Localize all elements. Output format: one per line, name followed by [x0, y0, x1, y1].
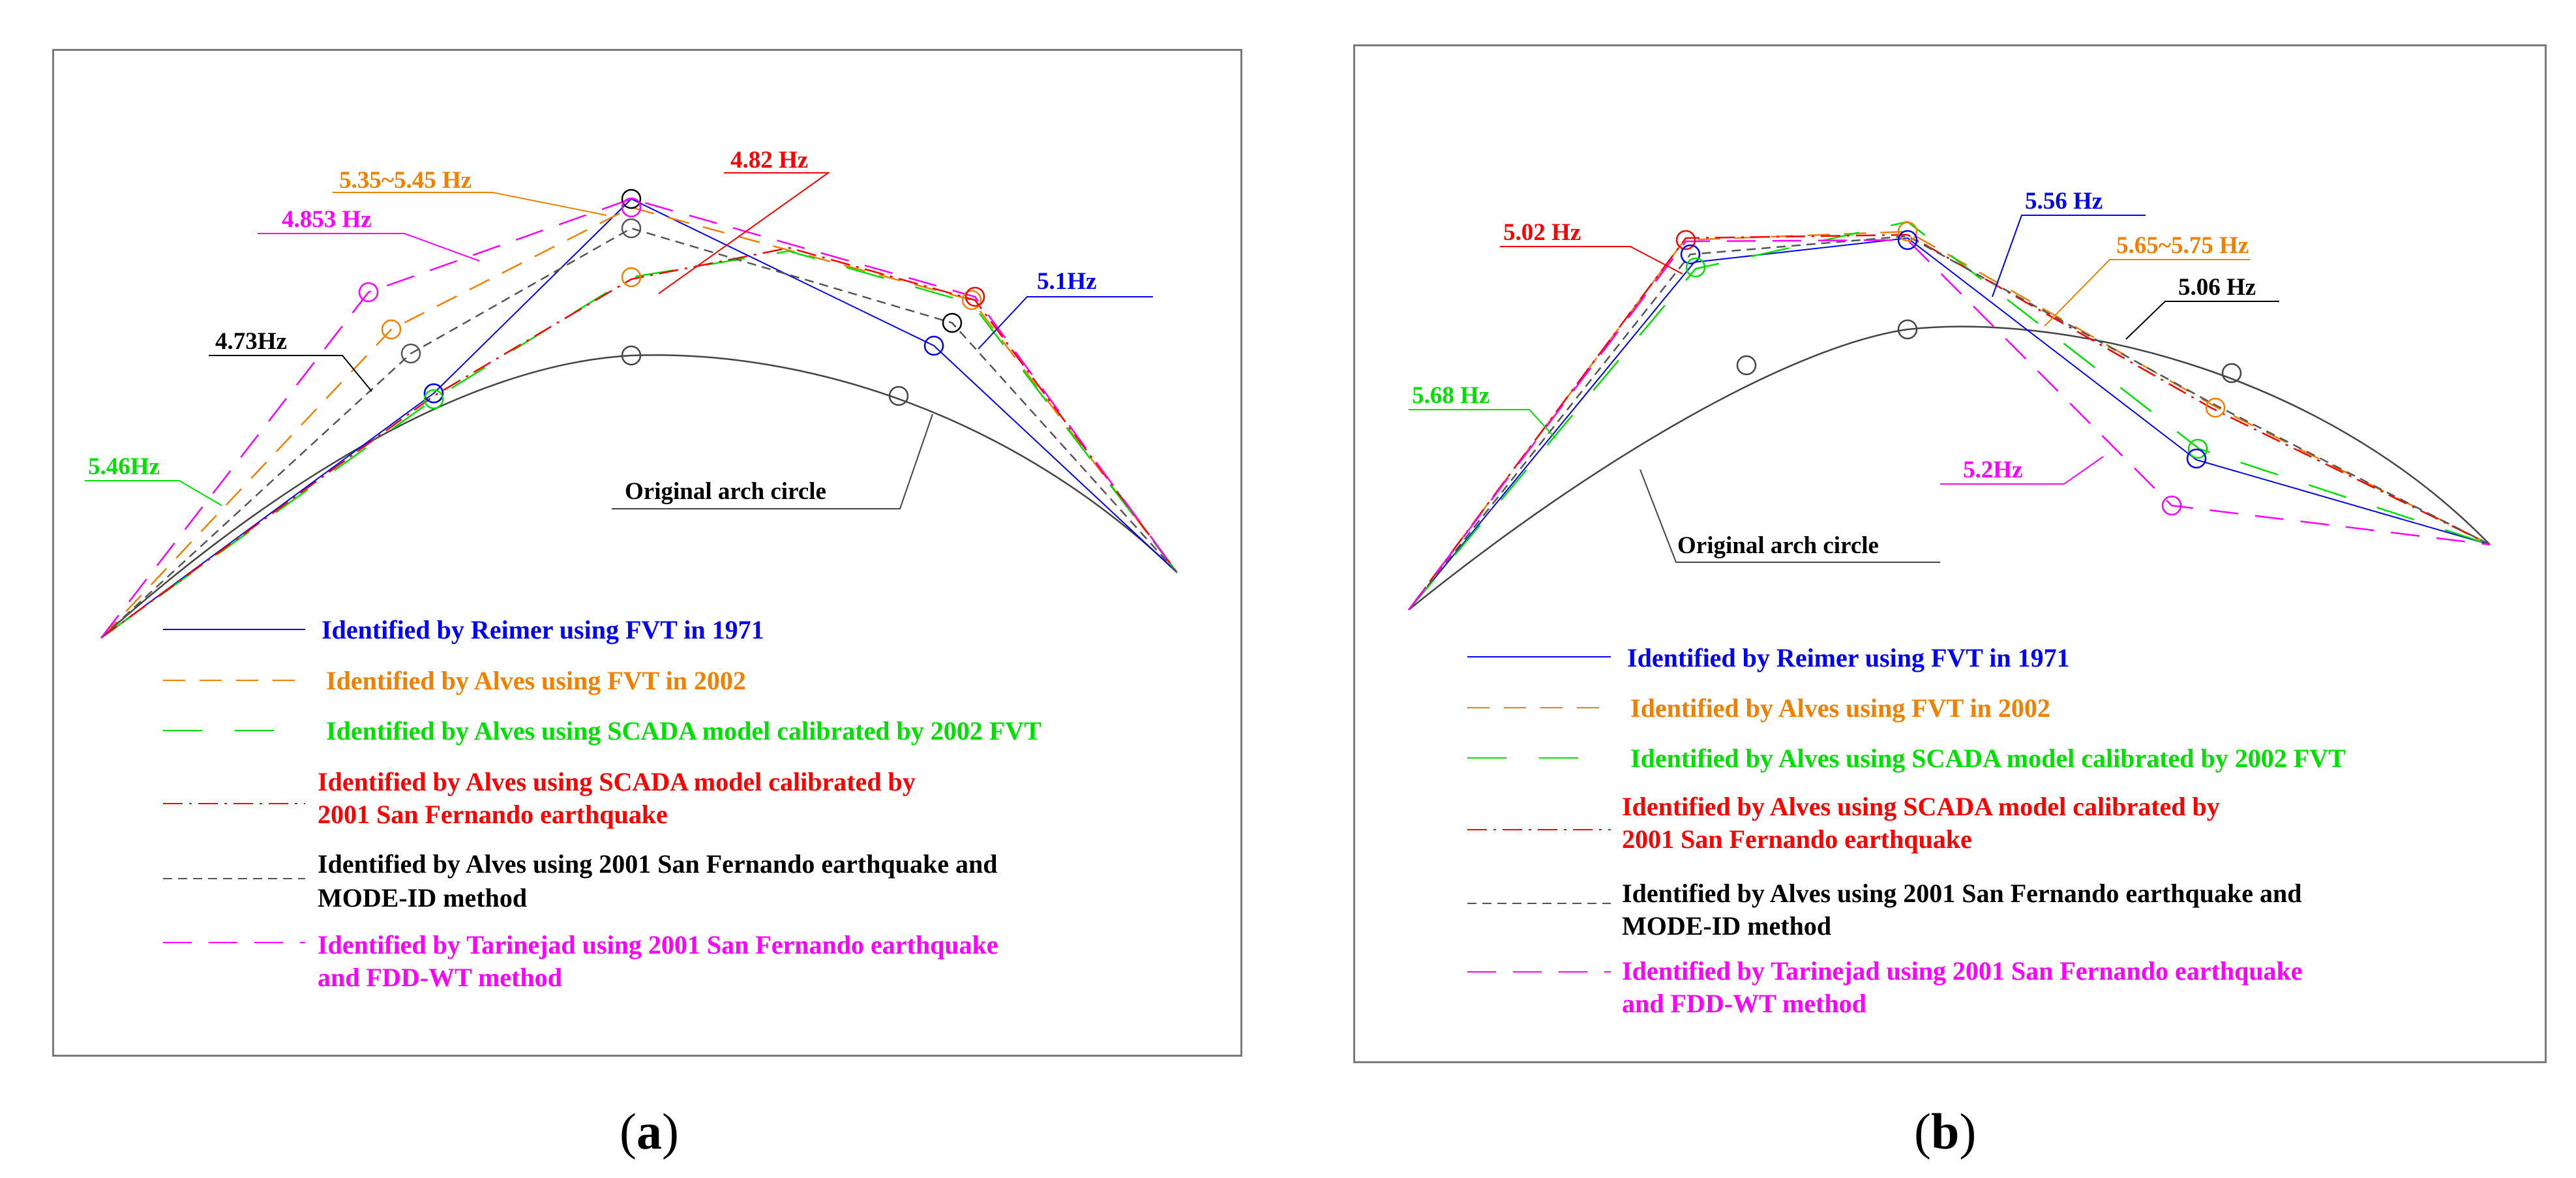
mode-line-alves-scada-eq-b — [1407, 234, 2491, 611]
arch-label-b: Original arch circle — [1677, 532, 1879, 559]
legend-text-tarinejad-a-line1: Identified by Tarinejad using 2001 San F… — [318, 930, 998, 959]
arch-label-a: Original arch circle — [625, 478, 826, 505]
mode-line-alves-scada-eq-a — [100, 247, 1178, 639]
legend-text-alves-scada-fvt-b: Identified by Alves using SCADA model ca… — [1630, 744, 2346, 773]
legend-text-alves-scada-fvt-a: Identified by Alves using SCADA model ca… — [326, 716, 1041, 746]
legend-text-alves-scada-eq-a-line1: Identified by Alves using SCADA model ca… — [318, 767, 916, 796]
legend-text-alves-modeid-b-line2: MODE-ID method — [1622, 911, 1831, 941]
freq-label-alves-scada-eq-a: 4.82 Hz — [730, 147, 808, 174]
legend-text-alves-fvt-b: Identified by Alves using FVT in 2002 — [1630, 693, 2050, 723]
panel-a-frame — [52, 49, 1242, 1057]
arch-markers-b — [1736, 319, 2242, 384]
freq-label-alves-scada-fvt-a: 5.46Hz — [88, 453, 160, 480]
leaders-b — [1409, 215, 2279, 563]
caption-a-letter: a — [636, 1103, 662, 1160]
panel-b-diagram: 5.02 Hz 5.56 Hz 5.65~5.75 Hz 5.06 Hz 5.6… — [1407, 188, 2491, 1018]
legend-b: Identified by Reimer using FVT in 1971 I… — [1467, 643, 2346, 1018]
freq-label-alves-scada-eq-b: 5.02 Hz — [1503, 219, 1581, 246]
legend-text-tarinejad-b-line2: and FDD-WT method — [1622, 989, 1866, 1018]
panel-a-diagram: 5.35~5.45 Hz 4.82 Hz 4.853 Hz 5.1Hz 4.73… — [85, 147, 1178, 992]
caption-b-letter: b — [1930, 1103, 1960, 1160]
legend-text-alves-scada-eq-a-line2: 2001 San Fernando earthquake — [318, 800, 668, 829]
caption-b: (b) — [1914, 1103, 1977, 1160]
legend-text-alves-scada-eq-b-line1: Identified by Alves using SCADA model ca… — [1622, 792, 2220, 821]
legend-text-alves-fvt-a: Identified by Alves using FVT in 2002 — [326, 666, 746, 695]
mode-line-tarinejad-b — [1408, 239, 2491, 611]
arch-circle-b — [1408, 325, 2491, 611]
legend-text-reimer-a: Identified by Reimer using FVT in 1971 — [322, 615, 764, 644]
panel-b-frame — [1353, 44, 2547, 1063]
freq-label-reimer-a: 5.1Hz — [1037, 268, 1096, 295]
legend-a: Identified by Reimer using FVT in 1971 I… — [163, 615, 1041, 992]
freq-label-alves-fvt-b: 5.65~5.75 Hz — [2116, 232, 2249, 259]
freq-label-tarinejad-b: 5.2Hz — [1963, 457, 2022, 483]
mode-line-reimer-a — [100, 198, 1178, 639]
legend-text-tarinejad-b-line1: Identified by Tarinejad using 2001 San F… — [1622, 956, 2303, 986]
freq-label-alves-scada-fvt-b: 5.68 Hz — [1412, 382, 1490, 409]
freq-label-reimer-b: 5.56 Hz — [2025, 188, 2103, 215]
mode-line-reimer-b — [1408, 237, 2491, 611]
mode-line-alves-modeid-b — [1408, 235, 2491, 611]
legend-text-alves-modeid-a-line2: MODE-ID method — [318, 883, 527, 913]
legend-text-alves-scada-eq-b-line2: 2001 San Fernando earthquake — [1622, 824, 1972, 854]
legend-text-tarinejad-a-line2: and FDD-WT method — [318, 963, 562, 992]
leaders-a — [85, 172, 1153, 509]
freq-label-tarinejad-a: 4.853 Hz — [282, 206, 372, 233]
legend-text-reimer-b: Identified by Reimer using FVT in 1971 — [1627, 643, 2070, 672]
arch-circle-a — [100, 354, 1178, 639]
mode-line-alves-scada-fvt-b — [1408, 220, 2491, 611]
caption-a: (a) — [620, 1103, 679, 1160]
mode-line-alves-fvt-b — [1407, 230, 2491, 611]
legend-text-alves-modeid-b-line1: Identified by Alves using 2001 San Ferna… — [1622, 879, 2301, 908]
mode-line-alves-modeid-a — [100, 227, 1178, 639]
node-markers-b — [1675, 221, 2226, 516]
freq-label-alves-fvt-a: 5.35~5.45 Hz — [339, 167, 472, 194]
freq-label-alves-modeid-a: 4.73Hz — [215, 328, 287, 355]
legend-text-alves-modeid-a-line1: Identified by Alves using 2001 San Ferna… — [318, 849, 997, 879]
mode-line-tarinejad-a — [100, 198, 1178, 639]
freq-label-alves-modeid-b: 5.06 Hz — [2178, 274, 2256, 301]
node-markers-a — [358, 189, 985, 410]
